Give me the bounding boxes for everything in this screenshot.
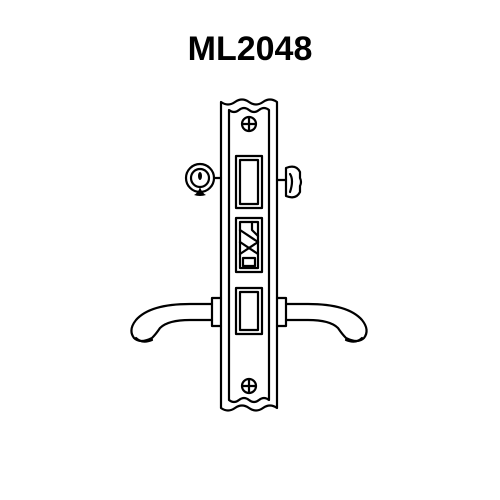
product-model-title: ML2048 bbox=[0, 30, 500, 69]
lever-rose bbox=[212, 298, 286, 326]
diagram-container: ML2048 bbox=[0, 0, 500, 500]
mortise-lock-drawing bbox=[0, 90, 500, 490]
lever-left-icon bbox=[131, 304, 212, 342]
faceplate-cutout-bottom bbox=[236, 288, 262, 334]
faceplate-cutout-top bbox=[236, 156, 262, 208]
lever-right-icon bbox=[286, 304, 367, 342]
lock-svg bbox=[0, 90, 500, 430]
thumbturn-icon bbox=[277, 167, 301, 198]
cylinder-icon bbox=[186, 164, 221, 196]
faceplate-cutout-latch bbox=[236, 218, 262, 272]
screw-top-icon bbox=[242, 117, 256, 131]
screw-bottom-icon bbox=[242, 379, 256, 393]
